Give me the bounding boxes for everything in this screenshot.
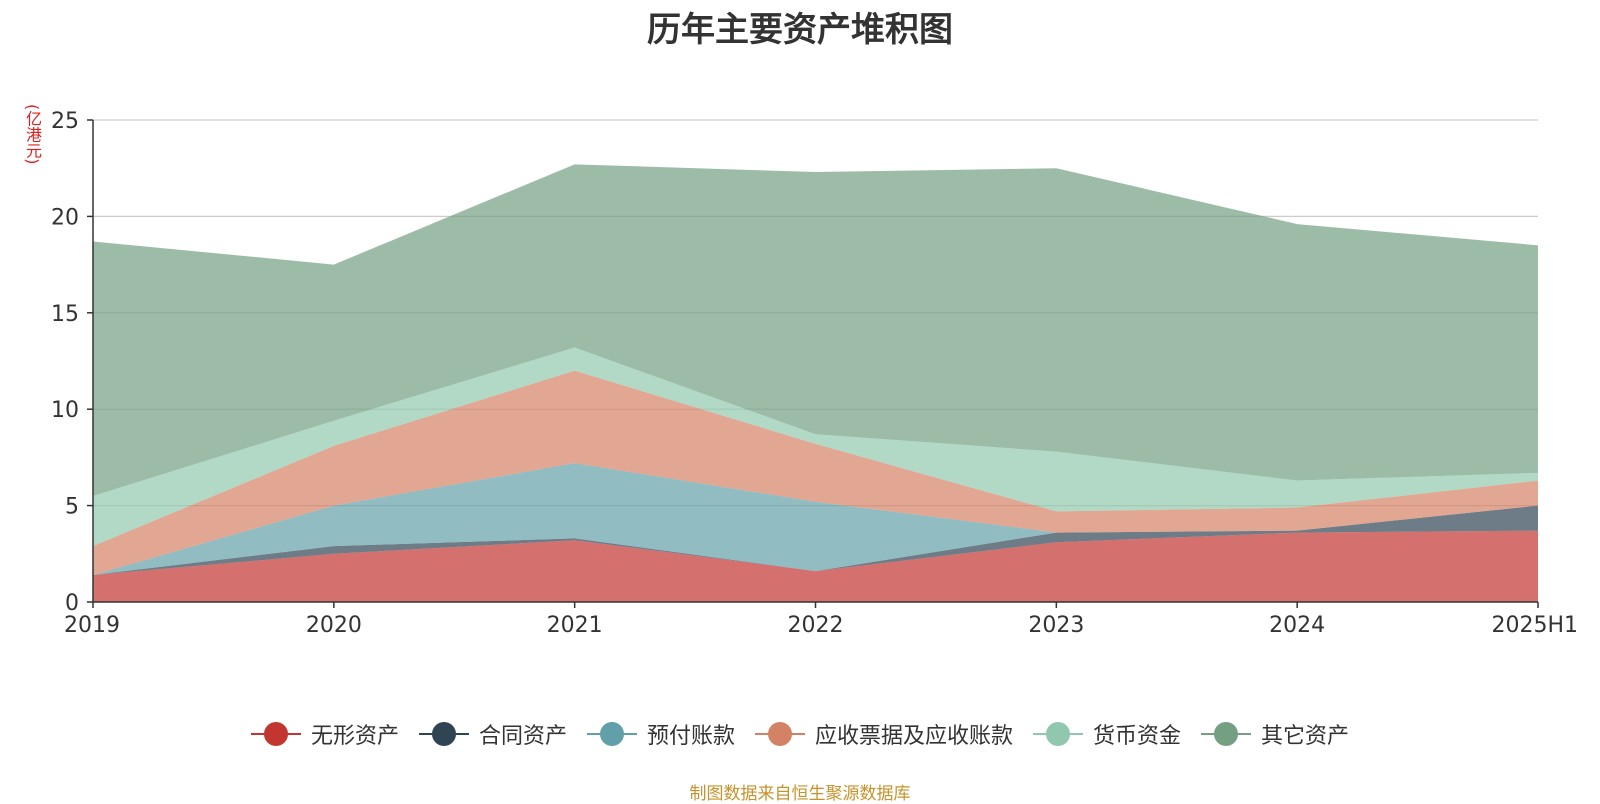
y-tick-label: 10 [51, 398, 79, 423]
x-tick-label: 2025H1 [1491, 613, 1578, 638]
area-series-5 [93, 164, 1538, 496]
legend: 无形资产 合同资产 预付账款 应收票据及应收账款 货币资金 其它资产 [0, 718, 1600, 750]
stacked-areas [93, 164, 1538, 602]
legend-label: 预付账款 [646, 724, 735, 749]
x-tick-label: 2021 [547, 613, 603, 638]
legend-swatch-icon [1033, 722, 1084, 746]
legend-swatch-icon [418, 722, 469, 746]
area-series-3 [93, 370, 1538, 576]
legend-label: 合同资产 [478, 724, 567, 749]
legend-item-0[interactable]: 无形资产 [250, 718, 399, 750]
legend-item-5[interactable]: 其它资产 [1201, 718, 1349, 750]
y-axis-unit-label: (亿港元) [23, 104, 42, 165]
y-tick-label: 5 [65, 495, 79, 520]
x-tick-label: 2022 [788, 613, 844, 638]
legend-item-4[interactable]: 货币资金 [1033, 718, 1181, 750]
legend-label: 应收票据及应收账款 [815, 724, 1014, 749]
legend-swatch-icon [586, 722, 637, 746]
area-series-0 [93, 530, 1538, 602]
legend-item-3[interactable]: 应收票据及应收账款 [755, 718, 1013, 750]
legend-swatch-icon [250, 722, 301, 746]
legend-swatch-icon [1201, 722, 1252, 746]
area-series-4 [93, 347, 1538, 547]
x-tick-label: 2024 [1269, 613, 1325, 638]
legend-item-2[interactable]: 预付账款 [586, 718, 735, 750]
legend-swatch-icon [755, 722, 805, 746]
area-series-2 [93, 463, 1538, 576]
y-tick-label: 0 [65, 591, 79, 616]
legend-label: 无形资产 [310, 724, 399, 749]
legend-item-1[interactable]: 合同资产 [418, 718, 567, 750]
y-tick-label: 15 [51, 302, 79, 327]
y-tick-label: 20 [51, 205, 79, 230]
x-tick-label: 2023 [1028, 613, 1084, 638]
x-tick-label: 2020 [306, 613, 362, 638]
legend-label: 货币资金 [1093, 724, 1182, 749]
source-note: 制图数据来自恒生聚源数据库 [689, 784, 911, 804]
chart-title: 历年主要资产堆积图 [647, 10, 953, 50]
axes: 0 5 10 15 20 25 2019 2020 2021 2022 2023 2024 2025H1 [51, 109, 1578, 638]
legend-label: 其它资产 [1261, 724, 1350, 749]
y-tick-label: 25 [51, 109, 79, 134]
x-tick-label: 2019 [64, 613, 120, 638]
